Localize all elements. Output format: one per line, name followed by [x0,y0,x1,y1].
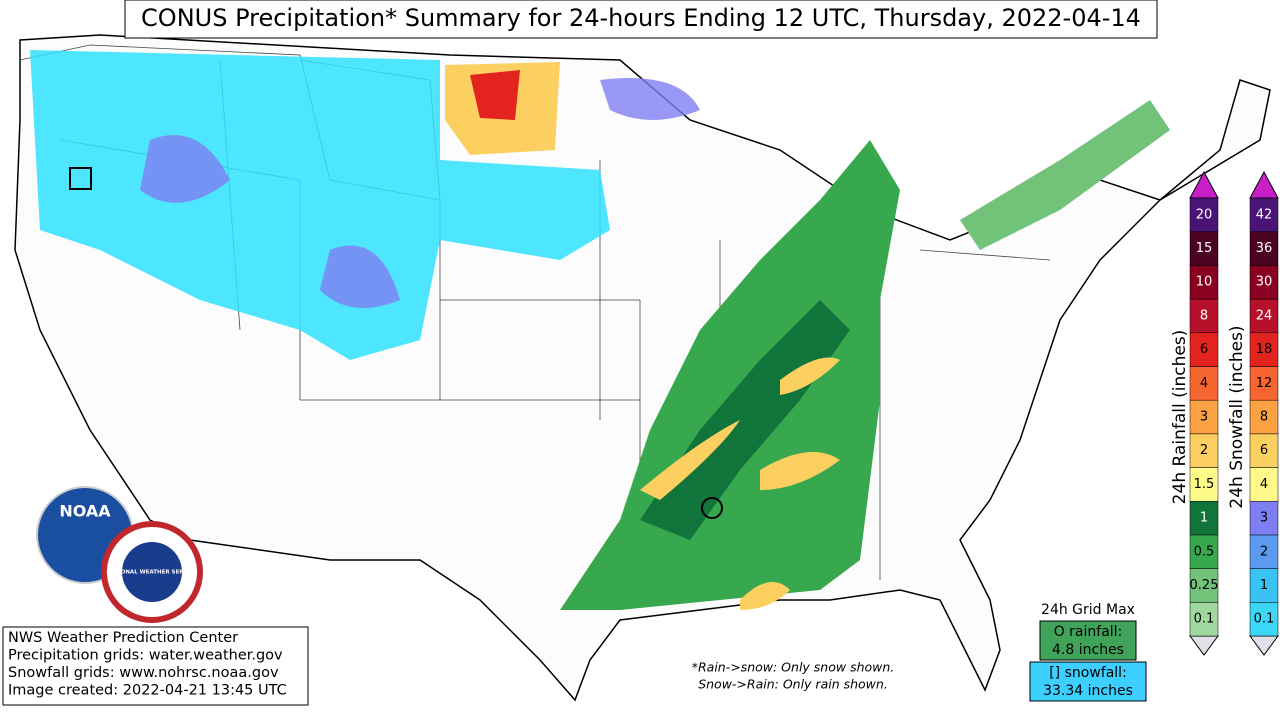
colorbar-label: 0.5 [1194,544,1215,559]
snowfall-max-label: [] snowfall: [1049,665,1127,681]
colorbar-segment [1189,197,1219,232]
colorbar-label: 0.1 [1254,612,1275,627]
colorbar-label: 4 [1200,376,1208,391]
colorbar-segment [1249,298,1279,334]
colorbar-label: 1 [1260,578,1268,593]
rainfall-northeast [960,100,1170,250]
colorbar-label: 12 [1256,376,1273,391]
colorbar-segment [1249,231,1279,266]
colorbar-segment [1249,602,1279,637]
colorbar-label: 20 [1196,207,1213,222]
nws-logo-center [122,542,182,602]
colorbar-label: 10 [1196,275,1213,290]
noaa-logo-text: NOAA [59,502,111,521]
note-line: *Rain->snow: Only snow shown. [692,660,895,675]
snowfall-max-marker [69,167,92,190]
colorbar-title: 24h Snowfall (inches) [1227,325,1247,508]
colorbar-label: 36 [1256,241,1273,256]
colorbar-title: 24h Rainfall (inches) [1170,330,1190,505]
title: CONUS Precipitation* Summary for 24-hour… [141,4,1141,32]
colorbar-segment [1249,500,1279,536]
colorbar-label: 1.5 [1194,477,1215,492]
grid-max-title: 24h Grid Max [1041,602,1135,618]
title-box [124,0,1158,39]
snowfall-heavy [140,78,700,308]
colorbar-segment [1189,433,1219,468]
credit-line: Precipitation grids: water.weather.gov [8,648,283,664]
colorbar-label: 24 [1256,308,1273,323]
colorbar-segment [1249,534,1279,569]
colorbar-label: 4 [1260,477,1268,492]
snowfall-core [470,70,520,120]
colorbar-segment [1189,602,1219,637]
colorbar-label: 2 [1260,544,1268,559]
colorbar-label: 8 [1260,410,1268,425]
colorbar-label: 3 [1200,410,1208,425]
rainfall-max-marker [701,497,723,519]
credit-line: Image created: 2022-04-21 13:45 UTC [8,683,287,699]
rainfall-max-value: 4.8 inches [1052,642,1124,658]
colorbar-segment [1189,231,1219,266]
credit-line: NWS Weather Prediction Center [8,630,238,646]
colorbar-segment [1189,298,1219,334]
credit-line: Snowfall grids: www.nohrsc.noaa.gov [8,665,279,681]
colorbar-segment [1189,500,1219,536]
colorbar-segment [1249,433,1279,468]
credits-box [2,626,309,706]
colorbar-segment [1249,568,1279,603]
colorbar-segment [1189,467,1219,502]
colorbar-label: 6 [1200,342,1208,357]
colorbar-label: 0.25 [1190,578,1219,593]
colorbar-segment [1189,332,1219,367]
note-line: Snow->Rain: Only rain shown. [698,677,888,692]
rainfall-max-label: O rainfall: [1054,624,1123,640]
colorbar-label: 3 [1260,511,1268,526]
snowfall-max-value: 33.34 inches [1043,683,1133,699]
snowfall-max-box [1029,661,1147,702]
rainfall-heavy [640,300,850,540]
colorbar-label: 6 [1260,443,1268,458]
colorbar-label: 18 [1256,342,1273,357]
colorbar-label: 0.1 [1194,612,1215,627]
colorbar-segment [1189,399,1219,435]
colorbar-label: 42 [1256,207,1273,222]
nws-logo-text: NATIONAL WEATHER SERVICE [106,570,197,576]
colorbar-label: 1 [1200,511,1208,526]
snowfall-area [30,50,610,360]
rainfall-max-box [1039,620,1137,661]
colorbar-label: 2 [1200,443,1208,458]
colorbar-segment [1249,197,1279,232]
colorbar-label: 30 [1256,275,1273,290]
colorbar-segment [1249,332,1279,367]
colorbar-segment [1249,265,1279,300]
colorbar-segment [1189,366,1219,401]
colorbar-segment [1189,568,1219,603]
colorbar-label: 8 [1200,308,1208,323]
colorbar-label: 15 [1196,241,1213,256]
